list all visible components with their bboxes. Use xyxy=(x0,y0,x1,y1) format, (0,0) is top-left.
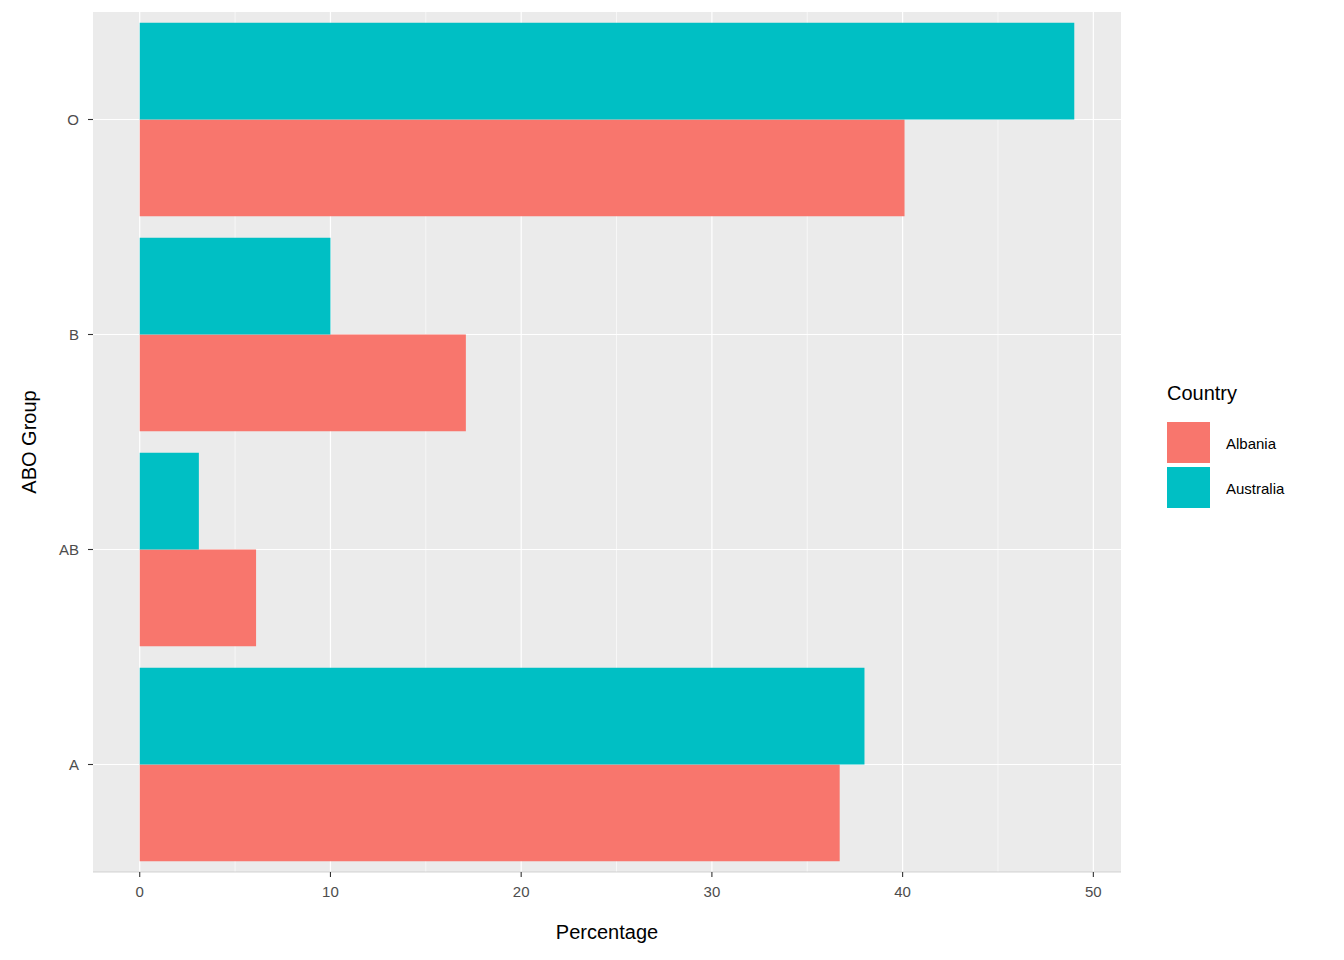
y-tick xyxy=(88,334,93,335)
x-tick xyxy=(521,872,522,877)
x-tick xyxy=(139,872,140,877)
x-tick-label: 40 xyxy=(894,883,911,900)
x-axis-line xyxy=(93,872,1121,873)
minor-grid-line xyxy=(997,12,998,872)
bar xyxy=(140,335,466,432)
bar xyxy=(140,238,331,335)
legend-label: Albania xyxy=(1226,435,1277,452)
bar xyxy=(140,23,1075,120)
x-tick xyxy=(902,872,903,877)
legend-key xyxy=(1167,422,1210,463)
bar xyxy=(140,765,840,862)
grid-line xyxy=(1093,12,1094,872)
bar xyxy=(140,453,199,550)
chart-svg: 0 10 20 30 40 50 A AB B O Percentage ABO Group Count… xyxy=(0,0,1344,960)
x-tick-label: 10 xyxy=(322,883,339,900)
bar xyxy=(140,668,865,765)
bars xyxy=(140,23,1075,862)
x-tick xyxy=(1093,872,1094,877)
y-tick-label: O xyxy=(67,111,79,128)
x-tick-label: 50 xyxy=(1085,883,1102,900)
y-tick-label: A xyxy=(69,756,79,773)
x-tick xyxy=(330,872,331,877)
panel xyxy=(93,12,1121,872)
legend-label: Australia xyxy=(1226,480,1285,497)
chart-container: 0 10 20 30 40 50 A AB B O Percentage ABO Group Count… xyxy=(0,0,1344,960)
y-tick-label: B xyxy=(69,326,79,343)
legend: Country Albania Australia xyxy=(1167,382,1285,508)
y-tick xyxy=(88,549,93,550)
background xyxy=(0,0,1344,960)
x-tick-label: 0 xyxy=(136,883,144,900)
grid xyxy=(93,12,1121,872)
legend-title: Country xyxy=(1167,382,1237,404)
y-axis-title: ABO Group xyxy=(18,390,40,493)
x-tick xyxy=(711,872,712,877)
x-tick-label: 30 xyxy=(704,883,721,900)
x-axis-title: Percentage xyxy=(556,921,658,943)
y-tick xyxy=(88,764,93,765)
bar xyxy=(140,550,256,647)
x-tick-label: 20 xyxy=(513,883,530,900)
legend-key xyxy=(1167,467,1210,508)
y-tick xyxy=(88,119,93,120)
y-tick-label: AB xyxy=(59,541,79,558)
bar xyxy=(140,120,905,217)
